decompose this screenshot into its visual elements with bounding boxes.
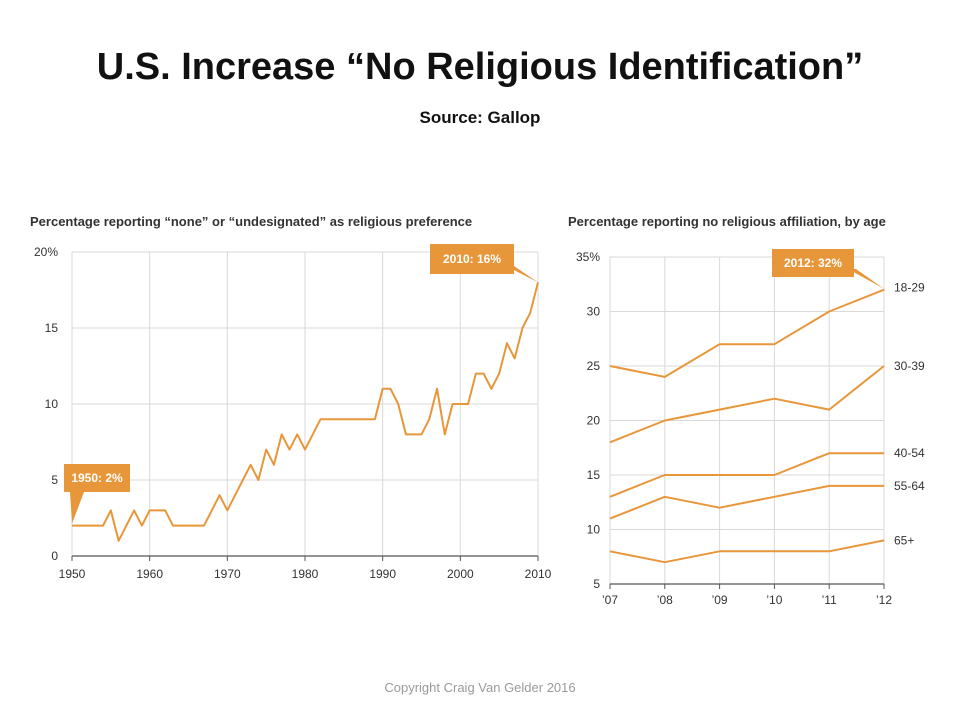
chart2-series-label: 18-29	[894, 281, 925, 295]
chart1-x-tick: 1950	[59, 567, 86, 581]
chart2-x-tick: ’10	[766, 593, 782, 607]
chart1-x-tick: 1970	[214, 567, 241, 581]
chart2-y-tick: 5	[593, 577, 600, 591]
chart1-y-tick: 5	[51, 473, 58, 487]
chart1-callout-2010-pointer	[506, 266, 538, 283]
chart1-x-tick: 1990	[369, 567, 396, 581]
chart2-callout-2012-pointer	[848, 269, 884, 289]
chart2-series-line-30-39	[609, 365, 885, 444]
chart1-callout-1950-pointer	[70, 492, 84, 524]
chart2-series-line-55-64	[609, 484, 884, 520]
slide-subtitle: Source: Gallop	[419, 108, 541, 127]
copyright-footer: Copyright Craig Van Gelder 2016	[384, 680, 576, 695]
chart2-y-tick: 20	[587, 414, 601, 428]
chart1-callout-1950-box	[64, 464, 130, 492]
chart2-y-tick: 25	[587, 359, 601, 373]
chart1-title: Percentage reporting “none” or “undesign…	[30, 214, 472, 229]
chart2-series-line-65+	[609, 539, 885, 564]
chart2-y-tick: 35%	[576, 250, 600, 264]
chart1-y-tick: 20%	[34, 245, 58, 259]
chart2-series-label: 30-39	[894, 359, 925, 373]
chart2-y-tick: 30	[587, 305, 601, 319]
chart2-callout-2012-box	[772, 249, 854, 277]
chart1-callout-2010-box	[430, 244, 514, 274]
chart1-series-line	[72, 282, 539, 542]
chart1-x-tick: 2010	[525, 567, 552, 581]
chart1-callout-1950-label: 1950: 2%	[71, 471, 123, 485]
chart2-x-tick: ’08	[657, 593, 673, 607]
chart2-y-tick: 10	[587, 523, 601, 537]
chart2-series-line-18-29	[609, 288, 885, 378]
chart2-x-tick: ’09	[712, 593, 728, 607]
chart2-x-tick: ’12	[876, 593, 892, 607]
chart2-x-tick: ’11	[822, 593, 837, 607]
chart1-x-tick: 2000	[447, 567, 474, 581]
chart2-callout-2012-label: 2012: 32%	[784, 256, 842, 270]
chart2-series-line-40-54	[609, 452, 884, 498]
chart2-series-label: 40-54	[894, 446, 925, 460]
chart1-x-tick: 1960	[136, 567, 163, 581]
chart1-y-tick: 15	[45, 321, 59, 335]
chart2-x-tick: ’07	[602, 593, 618, 607]
chart1-callout-2010-label: 2010: 16%	[443, 252, 501, 266]
chart2-y-tick: 15	[587, 468, 601, 482]
chart2-series-label: 55-64	[894, 479, 925, 493]
chart1-y-tick: 0	[51, 549, 58, 563]
chart2-series-label: 65+	[894, 533, 914, 547]
slide-title: U.S. Increase “No Religious Identificati…	[96, 46, 864, 88]
chart2-title: Percentage reporting no religious affili…	[568, 214, 886, 229]
chart1-x-tick: 1980	[292, 567, 319, 581]
chart1-y-tick: 10	[45, 397, 59, 411]
